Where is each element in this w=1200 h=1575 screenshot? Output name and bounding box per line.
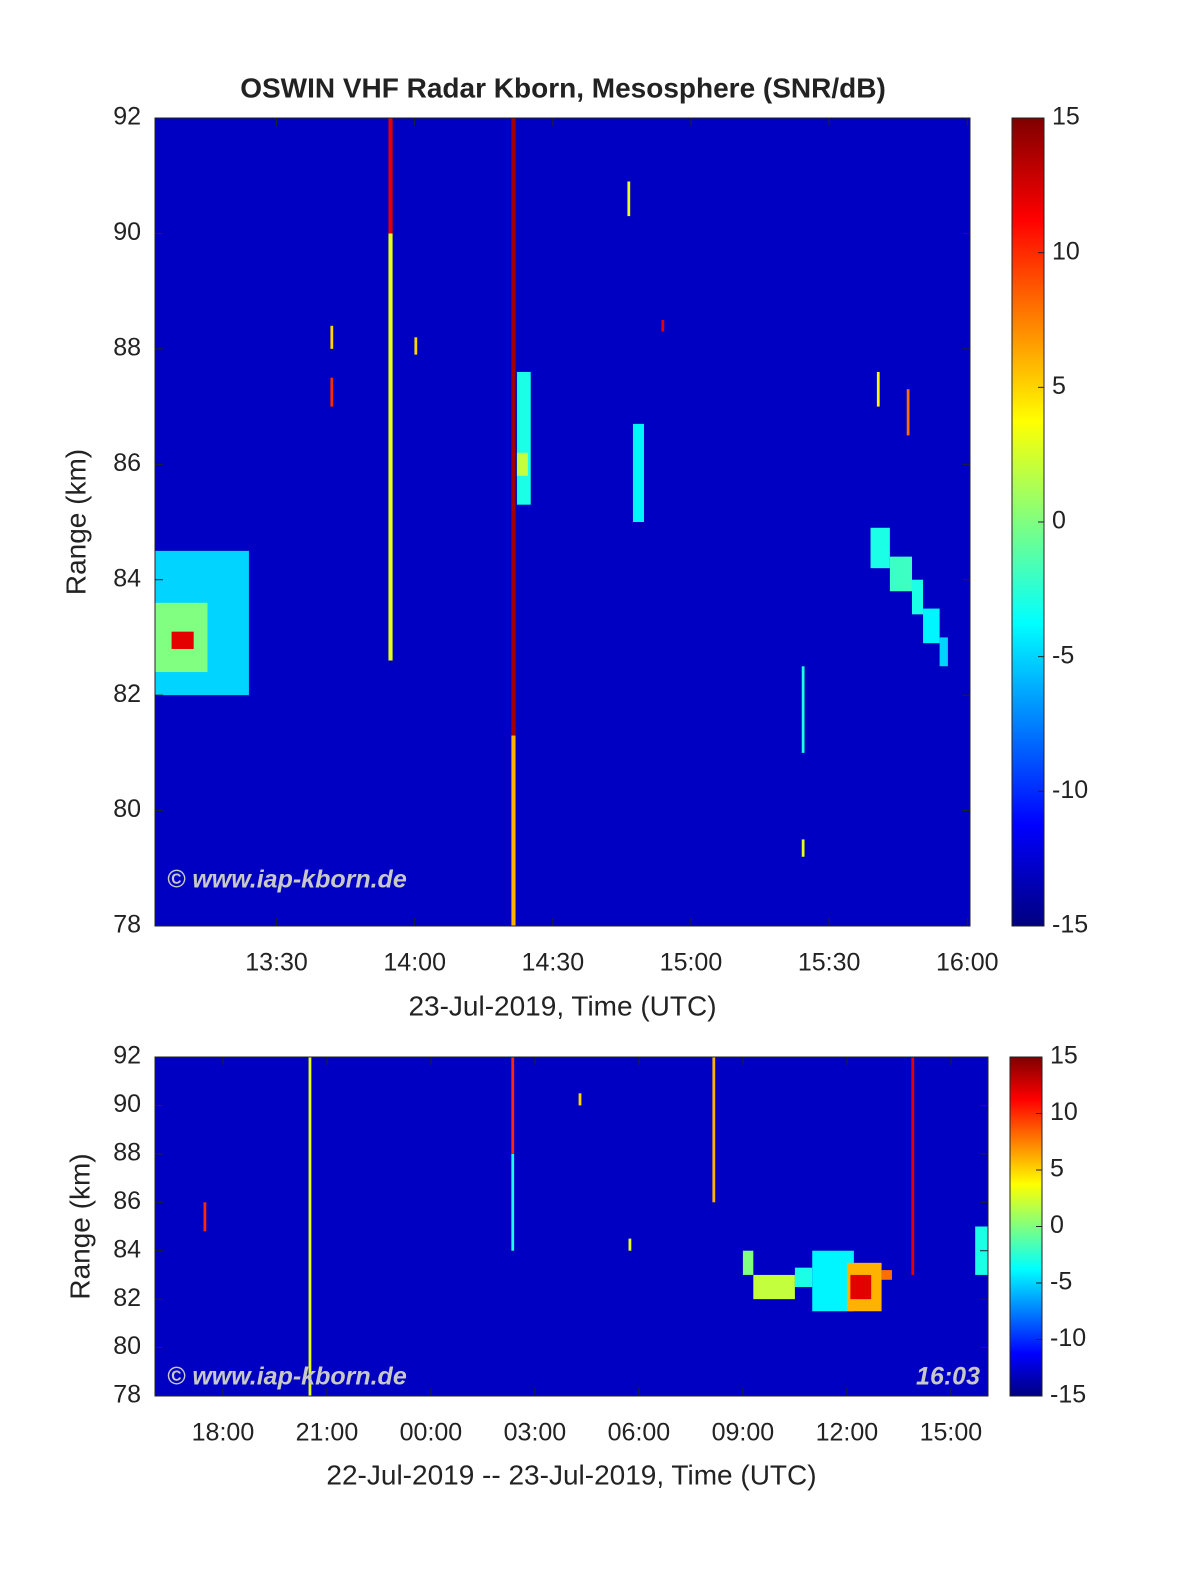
watermark: © www.iap-kborn.de [167,1363,407,1391]
x-tick-label: 09:00 [712,1419,775,1447]
echo-cell [801,839,805,857]
echo-cell [388,233,393,661]
x-tick-label: 03:00 [504,1419,567,1447]
axes-frame [154,117,971,927]
echo-cell [923,608,940,644]
echo-cell [308,1057,312,1396]
y-tick-label: 82 [113,1284,141,1312]
y-tick-label: 78 [113,911,141,939]
echo-cell [388,118,393,234]
colorbar-tick-label: 0 [1052,507,1066,535]
x-tick-label: 18:00 [192,1419,255,1447]
echo-cell [881,1270,892,1280]
x-tick-label: 13:30 [245,949,308,977]
y-tick-label: 88 [113,1138,141,1166]
echo-cell [753,1274,795,1300]
x-tick-label: 15:00 [660,949,723,977]
colorbar-tick-label: -15 [1052,911,1088,939]
x-tick-label: 14:00 [383,949,446,977]
echo-cell [511,735,516,926]
y-tick-label: 86 [113,1187,141,1215]
echo-cell [850,1274,872,1300]
echo-cell [906,389,910,436]
background-field [155,1057,988,1396]
colorbar-tick-label: 5 [1052,372,1066,400]
echo-cell [742,1250,754,1275]
echo-cell [511,1057,515,1154]
x-axis-label: 23-Jul-2019, Time (UTC) [408,990,716,1021]
echo-cell [911,1057,915,1275]
x-axis-label: 22-Jul-2019 -- 23-Jul-2019, Time (UTC) [326,1459,816,1490]
y-axis-label: Range (km) [60,449,91,595]
x-tick-label: 15:30 [798,949,861,977]
y-tick-label: 80 [113,795,141,823]
y-tick-label: 80 [113,1332,141,1360]
x-tick-label: 21:00 [296,1419,359,1447]
echo-cell [911,579,924,615]
x-tick-label: 14:30 [522,949,585,977]
chart-title: OSWIN VHF Radar Kborn, Mesosphere (SNR/d… [240,72,886,103]
echo-cell [578,1093,582,1106]
colorbar-tick-label: -5 [1052,641,1074,669]
y-tick-label: 88 [113,333,141,361]
colorbar-tick-label: -10 [1050,1324,1086,1352]
plot-area [155,118,970,926]
echo-cell [203,1202,207,1232]
y-tick-label: 78 [113,1381,141,1409]
x-tick-label: 16:00 [936,949,999,977]
echo-cell [870,527,890,569]
echo-cell [889,556,912,592]
echo-cell [661,320,665,332]
echo-cell [330,325,334,349]
colorbar-tick-label: 15 [1050,1042,1078,1070]
y-tick-label: 90 [113,218,141,246]
echo-cell [414,337,418,355]
x-tick-label: 06:00 [608,1419,671,1447]
y-tick-label: 92 [113,103,141,131]
echo-cell [516,452,528,476]
colorbar-tick-label: 15 [1052,103,1080,131]
y-tick-label: 84 [113,1235,141,1263]
echo-cell [511,118,516,736]
echo-cell [628,1238,632,1251]
echo-cell [632,423,644,522]
x-tick-label: 12:00 [816,1419,879,1447]
colorbar-tick-label: -10 [1052,776,1088,804]
y-axis-label: Range (km) [64,1153,95,1299]
echo-cell [330,377,334,407]
echo-cell [511,1153,515,1251]
colorbar-tick-label: 5 [1050,1155,1064,1183]
colorbar-tick-label: 10 [1052,237,1080,265]
colorbar-tick-label: -5 [1050,1268,1072,1296]
x-tick-label: 15:00 [920,1419,983,1447]
y-tick-label: 86 [113,449,141,477]
colorbar-tick-label: -15 [1050,1381,1086,1409]
background-field [155,118,970,926]
axes-frame [154,1056,989,1397]
y-tick-label: 84 [113,564,141,592]
plot-area [155,1057,988,1396]
watermark: © www.iap-kborn.de [167,866,407,894]
echo-cell [712,1057,716,1203]
echo-cell [801,666,805,753]
echo-cell [939,637,948,667]
echo-cell [516,371,531,505]
timestamp: 16:03 [916,1363,980,1391]
echo-cell [627,181,631,217]
echo-cell [171,631,194,649]
y-tick-label: 82 [113,680,141,708]
echo-cell [794,1267,813,1288]
y-tick-label: 92 [113,1042,141,1070]
x-tick-label: 00:00 [400,1419,463,1447]
colorbar-tick-label: 0 [1050,1211,1064,1239]
echo-cell [876,371,880,407]
y-tick-label: 90 [113,1090,141,1118]
colorbar-tick-label: 10 [1050,1098,1078,1126]
